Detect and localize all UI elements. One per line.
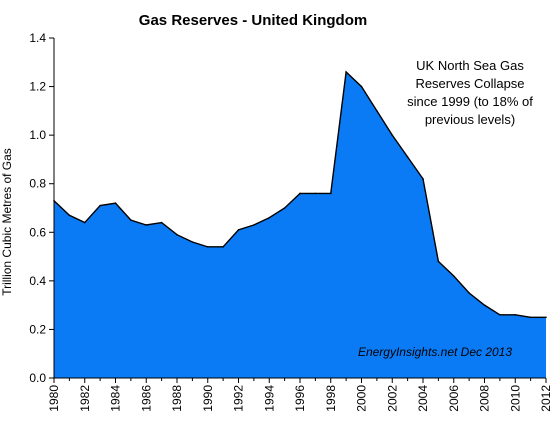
y-tick-label: 0.6 xyxy=(29,225,46,239)
x-tick-label: 1998 xyxy=(324,385,338,412)
data-point xyxy=(314,192,317,195)
data-point xyxy=(130,219,132,221)
data-point xyxy=(222,246,224,248)
data-point xyxy=(422,178,424,180)
x-tick-label: 1990 xyxy=(201,385,215,412)
data-point xyxy=(176,233,178,236)
x-tick-label: 1984 xyxy=(109,385,123,412)
data-point xyxy=(99,204,101,207)
y-tick-label: 1.4 xyxy=(29,31,46,45)
x-tick-label: 2002 xyxy=(385,385,399,412)
data-point xyxy=(345,71,347,73)
data-point xyxy=(253,224,255,226)
x-tick-label: 1994 xyxy=(262,385,276,412)
data-point xyxy=(376,110,378,112)
data-point xyxy=(191,241,194,243)
x-tick-label: 1996 xyxy=(293,385,307,412)
x-tick-label: 1982 xyxy=(78,385,92,412)
x-tick-label: 2006 xyxy=(447,385,461,412)
data-point xyxy=(83,221,86,224)
data-point xyxy=(499,314,501,316)
data-point xyxy=(406,156,409,158)
y-tick-label: 0.2 xyxy=(29,322,46,336)
series-area xyxy=(54,72,546,378)
data-point xyxy=(514,314,517,316)
y-tick-label: 0.0 xyxy=(29,371,46,385)
annotation-line: previous levels) xyxy=(425,112,515,127)
annotation-line: since 1999 (to 18% of xyxy=(407,94,533,109)
data-point xyxy=(68,214,71,217)
data-point xyxy=(114,202,117,204)
y-axis-label: Trillion Cubic Metres of Gas xyxy=(0,148,14,296)
data-point xyxy=(160,221,163,224)
data-point xyxy=(360,85,363,88)
x-tick-label: 2008 xyxy=(478,385,492,412)
data-point xyxy=(268,216,271,219)
data-point xyxy=(145,224,148,226)
x-tick-label: 1986 xyxy=(139,385,153,412)
x-tick-label: 2000 xyxy=(355,385,369,412)
source-label: EnergyInsights.net Dec 2013 xyxy=(358,345,512,359)
y-tick-label: 1.0 xyxy=(29,128,46,142)
data-point xyxy=(483,304,486,306)
data-point xyxy=(545,316,547,319)
y-tick-label: 0.8 xyxy=(29,177,46,191)
y-tick-label: 0.4 xyxy=(29,274,46,288)
x-tick-label: 2004 xyxy=(416,385,430,412)
y-tick-label: 1.2 xyxy=(29,80,46,94)
x-tick-label: 1992 xyxy=(232,385,246,412)
x-tick-label: 2012 xyxy=(539,385,553,412)
x-tick-label: 1980 xyxy=(47,385,61,412)
chart-title: Gas Reserves - United Kingdom xyxy=(139,12,367,29)
data-point xyxy=(299,192,301,195)
data-point xyxy=(283,207,286,209)
data-point xyxy=(391,134,394,136)
data-point xyxy=(329,192,332,195)
data-point xyxy=(206,246,209,248)
annotation-line: Reserves Collapse xyxy=(415,76,524,91)
data-point xyxy=(468,292,470,294)
data-point xyxy=(452,275,455,277)
data-point xyxy=(529,316,532,319)
data-point xyxy=(437,260,440,263)
data-point xyxy=(237,229,240,231)
x-tick-label: 1988 xyxy=(170,385,184,412)
x-tick-label: 2010 xyxy=(508,385,522,412)
annotation-line: UK North Sea Gas xyxy=(416,58,524,73)
